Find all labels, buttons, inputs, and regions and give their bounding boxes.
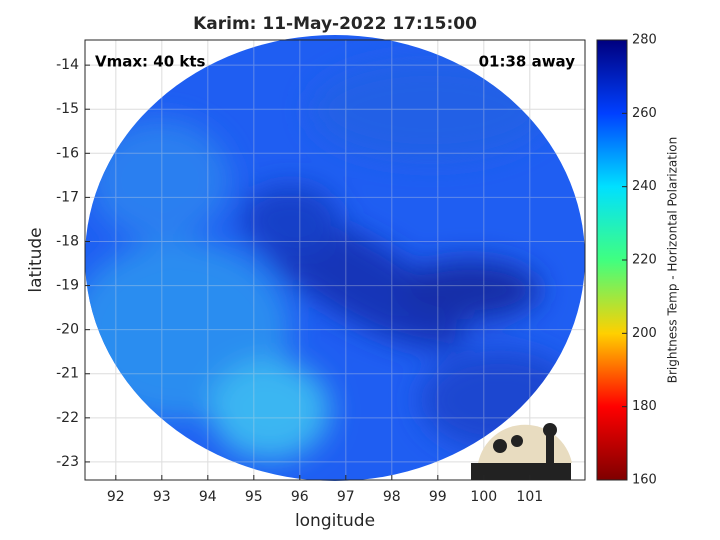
colorbar-tick-label: 180 <box>632 399 657 414</box>
x-tick-label: 92 <box>107 489 125 505</box>
x-tick-label: 96 <box>291 489 309 505</box>
y-tick-label: -23 <box>56 454 79 470</box>
colorbar-label: Brightness Temp - Horizontal Polarizatio… <box>666 137 680 384</box>
grid-overlay <box>85 40 585 480</box>
chart-title: Karim: 11-May-2022 17:15:00 <box>193 14 477 34</box>
axes-box <box>84 39 586 481</box>
y-tick-label: -18 <box>56 233 79 249</box>
x-tick-label: 99 <box>429 489 447 505</box>
x-tick-label: 93 <box>153 489 171 505</box>
y-tick-label: -16 <box>56 145 79 161</box>
colorbar-tick-label: 260 <box>632 106 657 121</box>
y-tick-label: -20 <box>56 322 79 338</box>
logo <box>471 423 572 480</box>
x-tick-label: 95 <box>245 489 263 505</box>
y-tick-label: -14 <box>56 57 79 73</box>
y-tick-label: -21 <box>56 366 79 382</box>
x-tick-label: 101 <box>516 489 543 505</box>
colorbar-tick-label: 240 <box>632 179 657 194</box>
x-axis-label: longitude <box>295 511 375 531</box>
y-tick-label: -15 <box>56 101 79 117</box>
y-axis-label: latitude <box>26 227 46 292</box>
x-tick-label: 98 <box>383 489 401 505</box>
colorbar-tick-label: 160 <box>632 473 657 488</box>
x-tick-label: 97 <box>337 489 355 505</box>
colorbar-tick-label: 280 <box>632 33 657 48</box>
colorbar-tick-label: 220 <box>632 253 657 268</box>
x-tick-label: 94 <box>199 489 217 505</box>
y-tick-label: -17 <box>56 189 79 205</box>
y-tick-label: -22 <box>56 410 79 426</box>
brightness-image <box>85 35 585 481</box>
x-tick-label: 100 <box>470 489 497 505</box>
annotation: 01:38 away <box>479 53 576 71</box>
annotation: Vmax: 40 kts <box>95 53 205 71</box>
y-tick-label: -19 <box>56 278 79 294</box>
colorbar-tick-label: 200 <box>632 326 657 341</box>
